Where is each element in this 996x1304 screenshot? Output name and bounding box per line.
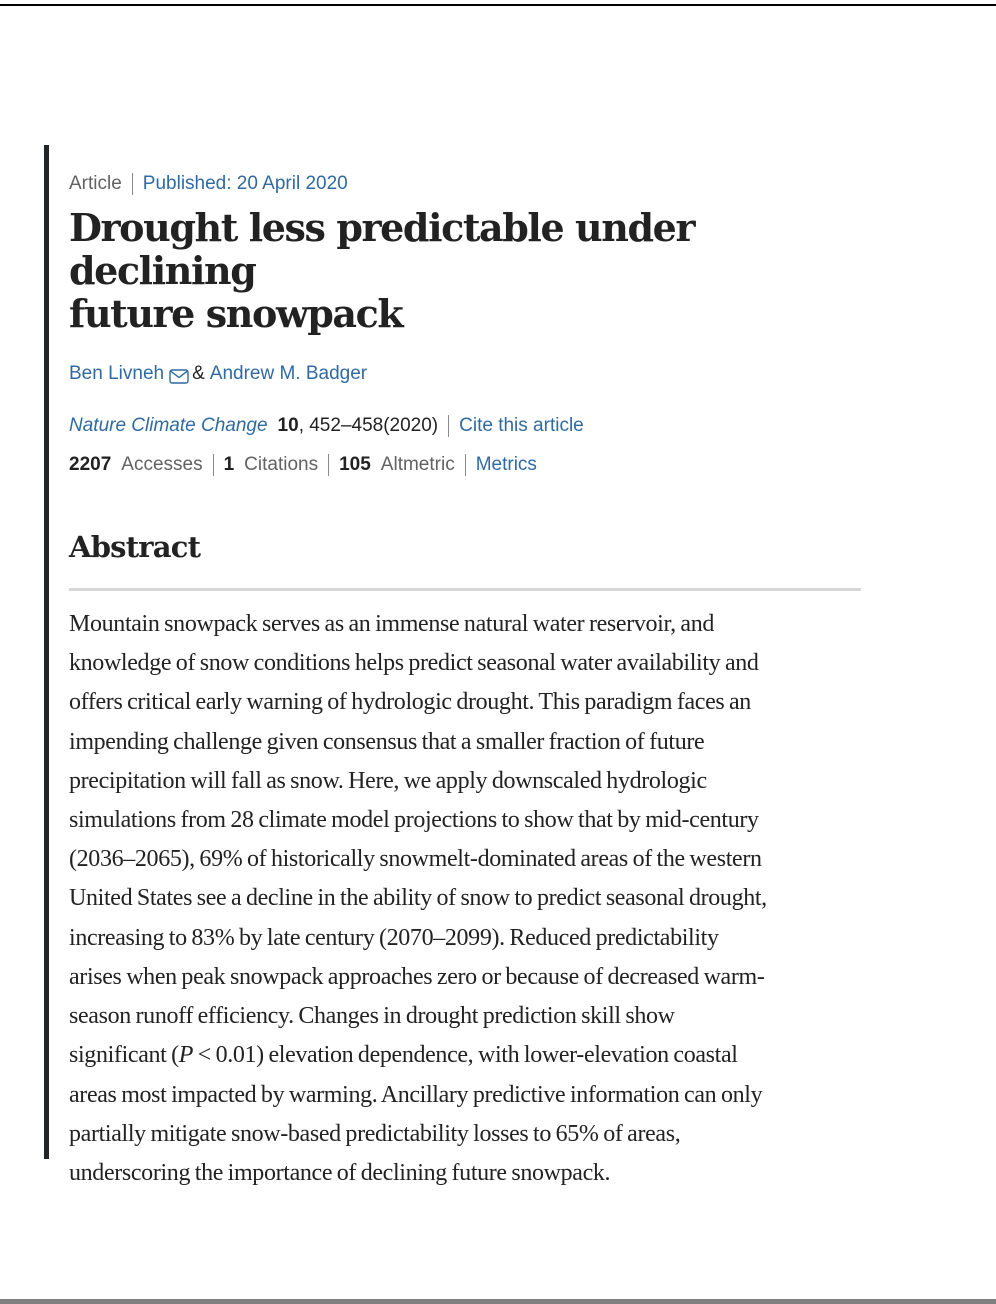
altmetric-count: 105 bbox=[339, 454, 371, 475]
altmetric-label: Altmetric bbox=[380, 454, 455, 475]
author-link-andrew-badger[interactable]: Andrew M. Badger bbox=[209, 363, 368, 384]
separator bbox=[464, 454, 466, 476]
article-type-label: Article bbox=[69, 173, 122, 194]
left-accent-bar bbox=[44, 145, 49, 1159]
abstract-line: simulations from 28 climate model projec… bbox=[69, 807, 759, 834]
abstract-line-p-value: significant (P < 0.01) elevation depende… bbox=[69, 1036, 861, 1075]
author-list: Ben Livneh & Andrew M. Badger bbox=[69, 361, 861, 387]
metrics-line: 2207 Accesses 1 Citations 105 Altmetric … bbox=[69, 452, 861, 478]
citations-count: 1 bbox=[223, 454, 235, 475]
cite-this-article-link[interactable]: Cite this article bbox=[459, 415, 584, 436]
separator bbox=[328, 454, 330, 476]
metrics-link[interactable]: Metrics bbox=[475, 454, 537, 475]
abstract-line: precipitation will fall as snow. Here, w… bbox=[69, 767, 707, 794]
article-header: Article Published: 20 April 2020 Drought… bbox=[69, 170, 861, 1193]
citations-label: Citations bbox=[244, 454, 319, 475]
author-separator: & bbox=[192, 363, 205, 384]
separator bbox=[448, 415, 450, 437]
title-line-1: Drought less predictable under declining bbox=[69, 205, 695, 293]
separator bbox=[212, 454, 214, 476]
accesses-label: Accesses bbox=[121, 454, 203, 475]
abstract-line: Mountain snowpack serves as an immense n… bbox=[69, 611, 715, 638]
separator bbox=[131, 173, 133, 195]
journal-pages-year: , 452–458(2020) bbox=[298, 415, 439, 436]
abstract-divider bbox=[69, 588, 861, 592]
accesses-count: 2207 bbox=[69, 454, 112, 475]
p-value-symbol: P bbox=[178, 1042, 194, 1069]
abstract-line: areas most impacted by warming. Ancillar… bbox=[69, 1081, 763, 1108]
abstract-fragment: < 0.01) elevation dependence, with lower… bbox=[193, 1042, 738, 1069]
journal-name-link[interactable]: Nature Climate Change bbox=[69, 415, 268, 436]
abstract-line: United States see a decline in the abili… bbox=[69, 885, 767, 912]
citation-line: Nature Climate Change 10 , 452–458(2020)… bbox=[69, 413, 861, 439]
abstract-line: underscoring the importance of declining… bbox=[69, 1159, 611, 1186]
abstract-line: partially mitigate snow-based predictabi… bbox=[69, 1120, 681, 1147]
abstract-line: arises when peak snowpack approaches zer… bbox=[69, 963, 765, 990]
published-date-link[interactable]: Published: 20 April 2020 bbox=[142, 173, 348, 194]
abstract-fragment: significant ( bbox=[69, 1042, 179, 1069]
abstract-line: impending challenge given consensus that… bbox=[69, 728, 705, 755]
top-border-rule bbox=[0, 4, 996, 6]
title-line-2: future snowpack bbox=[69, 291, 404, 336]
abstract-line: offers critical early warning of hydrolo… bbox=[69, 689, 751, 716]
abstract-line: increasing to 83% by late century (2070–… bbox=[69, 924, 719, 951]
article-meta-line: Article Published: 20 April 2020 bbox=[69, 170, 861, 198]
bottom-border-rule bbox=[0, 1299, 996, 1304]
envelope-icon[interactable] bbox=[169, 366, 189, 384]
abstract-heading: Abstract bbox=[69, 530, 201, 564]
abstract-line: season runoff efficiency. Changes in dro… bbox=[69, 1003, 675, 1030]
abstract-text: Mountain snowpack serves as an immense n… bbox=[69, 605, 861, 1193]
article-title: Drought less predictable under declining… bbox=[69, 206, 861, 335]
journal-volume: 10 bbox=[277, 415, 299, 436]
abstract-line: knowledge of snow conditions helps predi… bbox=[69, 650, 759, 677]
author-link-ben-livneh[interactable]: Ben Livneh bbox=[69, 363, 165, 384]
abstract-line: (2036–2065), 69% of historically snowmel… bbox=[69, 846, 762, 873]
